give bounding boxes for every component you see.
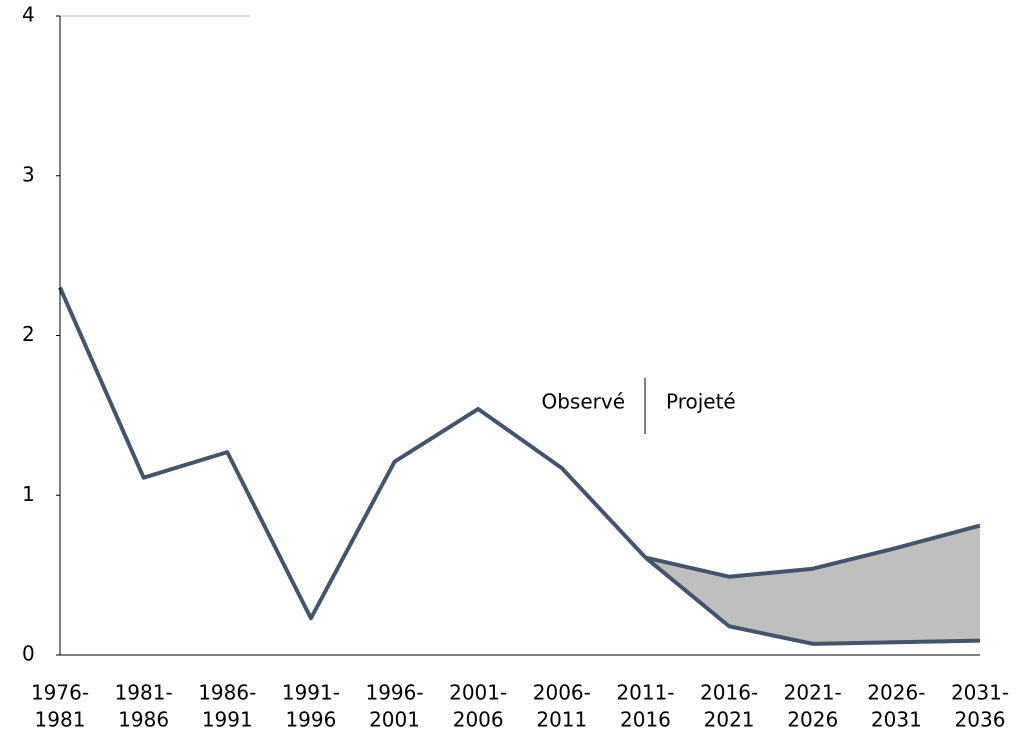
x-tick-label: 2031 xyxy=(871,708,922,732)
series-line xyxy=(58,286,647,621)
x-tick-label: 1981- xyxy=(115,681,173,705)
x-tick-label: 1991 xyxy=(202,708,253,732)
annotation: Projeté xyxy=(666,390,736,414)
series-line xyxy=(645,523,981,579)
x-tick-label: 1976- xyxy=(31,681,89,705)
x-tick-label: 2026- xyxy=(867,681,925,705)
y-tick-label: 0 xyxy=(22,642,35,666)
x-tick-label: 1986- xyxy=(198,681,256,705)
y-tick-label: 2 xyxy=(22,322,35,346)
x-tick-label: 2031- xyxy=(951,681,1009,705)
x-tick-label: 1981 xyxy=(35,708,86,732)
x-tick-label: 2006 xyxy=(453,708,504,732)
x-tick-label: 1996 xyxy=(285,708,336,732)
y-tick-label: 3 xyxy=(22,162,35,186)
annotation: Observé xyxy=(541,390,625,414)
x-tick-label: 2036 xyxy=(955,708,1006,732)
y-tick-label: 1 xyxy=(22,482,35,506)
x-tick-label: 2006- xyxy=(533,681,591,705)
projection-band xyxy=(645,525,980,644)
x-tick-label: 1991- xyxy=(282,681,340,705)
y-tick-label: 4 xyxy=(22,3,35,27)
x-tick-label: 2001- xyxy=(449,681,507,705)
x-tick-label: 2021 xyxy=(704,708,755,732)
x-tick-label: 2011 xyxy=(536,708,587,732)
x-tick-label: 2021- xyxy=(784,681,842,705)
x-tick-label: 2011- xyxy=(616,681,674,705)
x-tick-label: 2001 xyxy=(369,708,420,732)
x-tick-label: 2026 xyxy=(787,708,838,732)
x-tick-label: 1996- xyxy=(365,681,423,705)
x-tick-label: 1986 xyxy=(118,708,169,732)
x-tick-label: 2016 xyxy=(620,708,671,732)
x-tick-label: 2016- xyxy=(700,681,758,705)
series-line xyxy=(644,556,981,646)
